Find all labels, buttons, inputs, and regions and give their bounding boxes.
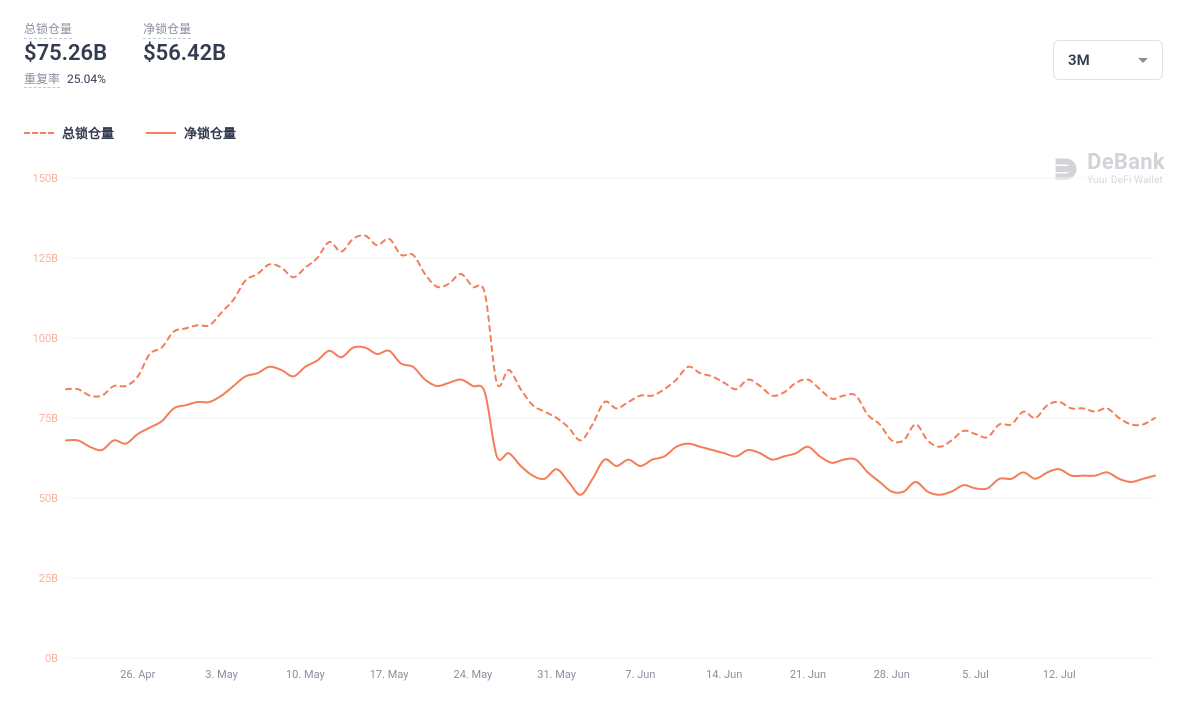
metric-net-locked: 净锁仓量 $56.42B [143, 18, 226, 66]
legend-label-total: 总锁仓量 [62, 123, 114, 142]
metric-total-locked: 总锁仓量 $75.26B [24, 18, 107, 66]
svg-text:125B: 125B [33, 252, 59, 265]
legend: 总锁仓量 净锁仓量 [0, 87, 1187, 142]
chart-container: 0B 25B 50B 75B 100B 125B 150B 26. Apr 3. May 10. … [24, 170, 1163, 688]
svg-text:5. Jul: 5. Jul [962, 668, 989, 681]
legend-swatch-solid [146, 132, 176, 134]
chevron-down-icon [1138, 58, 1148, 63]
header-metrics: 总锁仓量 $75.26B 净锁仓量 $56.42B [0, 0, 1187, 66]
metric-net-locked-value: $56.42B [143, 41, 226, 66]
svg-text:17. May: 17. May [370, 668, 409, 681]
svg-text:75B: 75B [39, 412, 58, 425]
legend-item-total[interactable]: 总锁仓量 [24, 123, 114, 142]
svg-text:0B: 0B [45, 652, 58, 665]
metric-total-locked-value: $75.26B [24, 41, 107, 66]
svg-text:14. Jun: 14. Jun [706, 668, 742, 681]
legend-label-net: 净锁仓量 [184, 123, 236, 142]
metric-net-locked-label: 净锁仓量 [143, 20, 191, 39]
svg-text:3. May: 3. May [205, 668, 238, 681]
svg-text:21. Jun: 21. Jun [790, 668, 826, 681]
metric-total-locked-label: 总锁仓量 [24, 20, 72, 39]
time-range-value: 3M [1068, 51, 1090, 69]
svg-text:31. May: 31. May [537, 668, 576, 681]
repeat-rate-label: 重复率 [24, 72, 60, 88]
svg-text:24. May: 24. May [454, 668, 493, 681]
tvl-line-chart: 0B 25B 50B 75B 100B 125B 150B 26. Apr 3. May 10. … [24, 170, 1163, 688]
svg-text:7. Jun: 7. Jun [625, 668, 655, 681]
svg-text:10. May: 10. May [286, 668, 325, 681]
svg-text:25B: 25B [39, 572, 58, 585]
svg-text:100B: 100B [33, 332, 59, 345]
svg-text:12. Jul: 12. Jul [1043, 668, 1076, 681]
svg-text:150B: 150B [33, 172, 59, 185]
svg-text:50B: 50B [39, 492, 58, 505]
legend-swatch-dashed [24, 132, 54, 134]
svg-text:28. Jun: 28. Jun [874, 668, 910, 681]
time-range-selector[interactable]: 3M [1053, 40, 1163, 80]
legend-item-net[interactable]: 净锁仓量 [146, 123, 236, 142]
repeat-rate-value: 25.04% [67, 72, 106, 86]
repeat-rate: 重复率 25.04% [0, 66, 1187, 87]
svg-text:26. Apr: 26. Apr [120, 668, 155, 681]
